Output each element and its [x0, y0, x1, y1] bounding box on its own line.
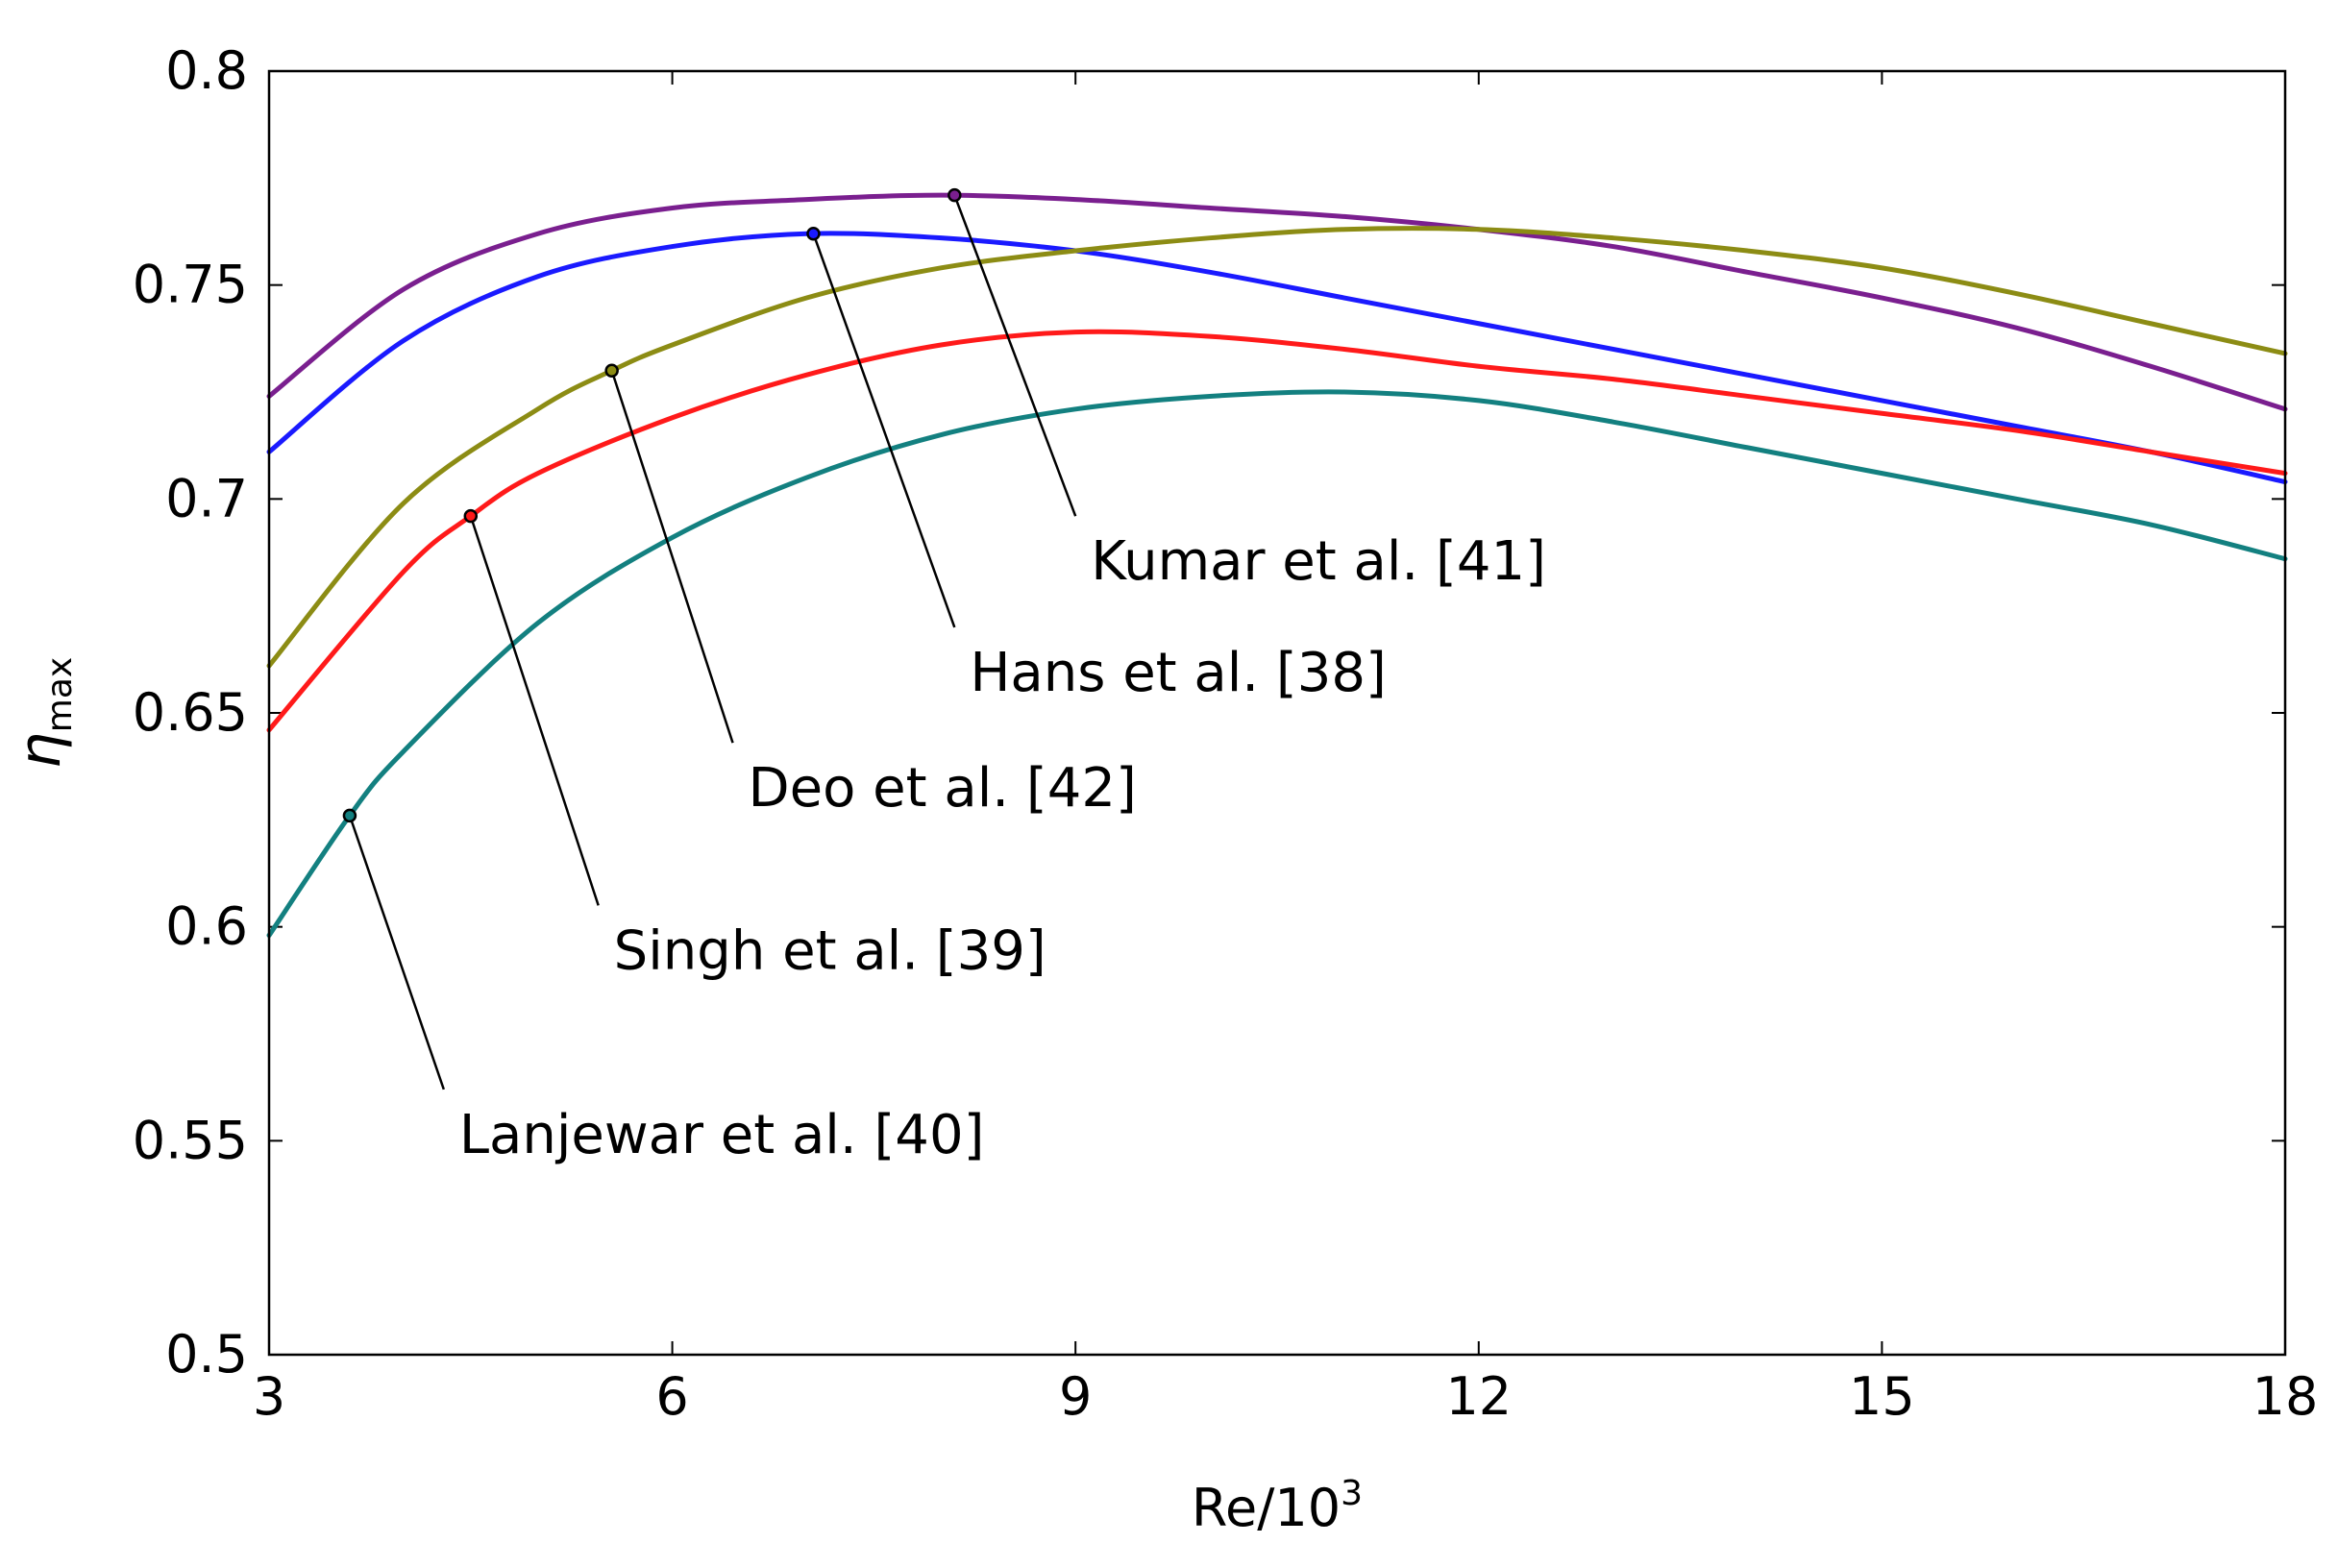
y-tick-label: 0.75	[133, 255, 248, 315]
series-line-singh	[266, 329, 2288, 733]
y-axis-ticks: 0.5 0.55 0.6 0.65 0.7 0.75 0.8	[133, 40, 2285, 1384]
y-tick-label: 0.5	[165, 1324, 248, 1384]
x-tick-label: 3	[253, 1366, 285, 1427]
leader-line-kumar	[953, 194, 1077, 517]
x-axis-title-main: Re/10	[1192, 1478, 1341, 1538]
series-line-deo	[266, 226, 2288, 669]
x-tick-label: 18	[2252, 1366, 2319, 1427]
series-label-deo: Deo et al. [42]	[749, 757, 1137, 820]
x-tick-label: 15	[1849, 1366, 1915, 1427]
series-label-singh: Singh et al. [39]	[614, 919, 1046, 982]
annotation-labels: Kumar et al. [41] Hans et al. [38] Deo et …	[459, 530, 1546, 1166]
y-axis-title: ηmax	[7, 657, 80, 769]
marker-singh	[463, 508, 479, 524]
y-axis-title-subscript: max	[40, 657, 80, 732]
plot-frame	[267, 69, 2287, 1357]
annotation-markers	[342, 187, 962, 823]
y-tick-label: 0.8	[165, 40, 248, 101]
marker-deo	[604, 363, 619, 378]
x-tick-label: 6	[655, 1366, 688, 1427]
leader-line-hans	[812, 233, 956, 628]
series-line-lanjewar	[266, 389, 2288, 939]
marker-kumar	[948, 187, 962, 203]
series-line-kumar	[266, 192, 2288, 412]
series-label-kumar: Kumar et al. [41]	[1091, 530, 1546, 593]
y-tick-label: 0.65	[133, 682, 248, 743]
leader-line-lanjewar	[348, 815, 446, 1090]
x-axis-ticks: 3 6 9 12 15 18	[253, 71, 2319, 1427]
series-label-hans: Hans et al. [38]	[970, 642, 1387, 704]
x-axis-title: Re/103	[1192, 1474, 1363, 1538]
y-tick-label: 0.7	[165, 468, 248, 528]
leader-line-deo	[610, 370, 734, 744]
series-lines	[266, 192, 2288, 939]
y-tick-label: 0.6	[165, 896, 248, 957]
series-label-lanjewar: Lanjewar et al. [40]	[459, 1104, 985, 1166]
leader-line-singh	[469, 515, 600, 906]
x-tick-label: 9	[1059, 1366, 1092, 1427]
marker-lanjewar	[342, 808, 357, 823]
x-tick-label: 12	[1445, 1366, 1512, 1427]
x-axis-title-superscript: 3	[1341, 1474, 1363, 1513]
annotation-leaders	[348, 194, 1077, 1090]
y-tick-label: 0.55	[133, 1110, 248, 1170]
y-axis-title-main: η	[7, 732, 74, 769]
series-line-hans	[266, 231, 2288, 485]
marker-hans	[806, 226, 821, 241]
